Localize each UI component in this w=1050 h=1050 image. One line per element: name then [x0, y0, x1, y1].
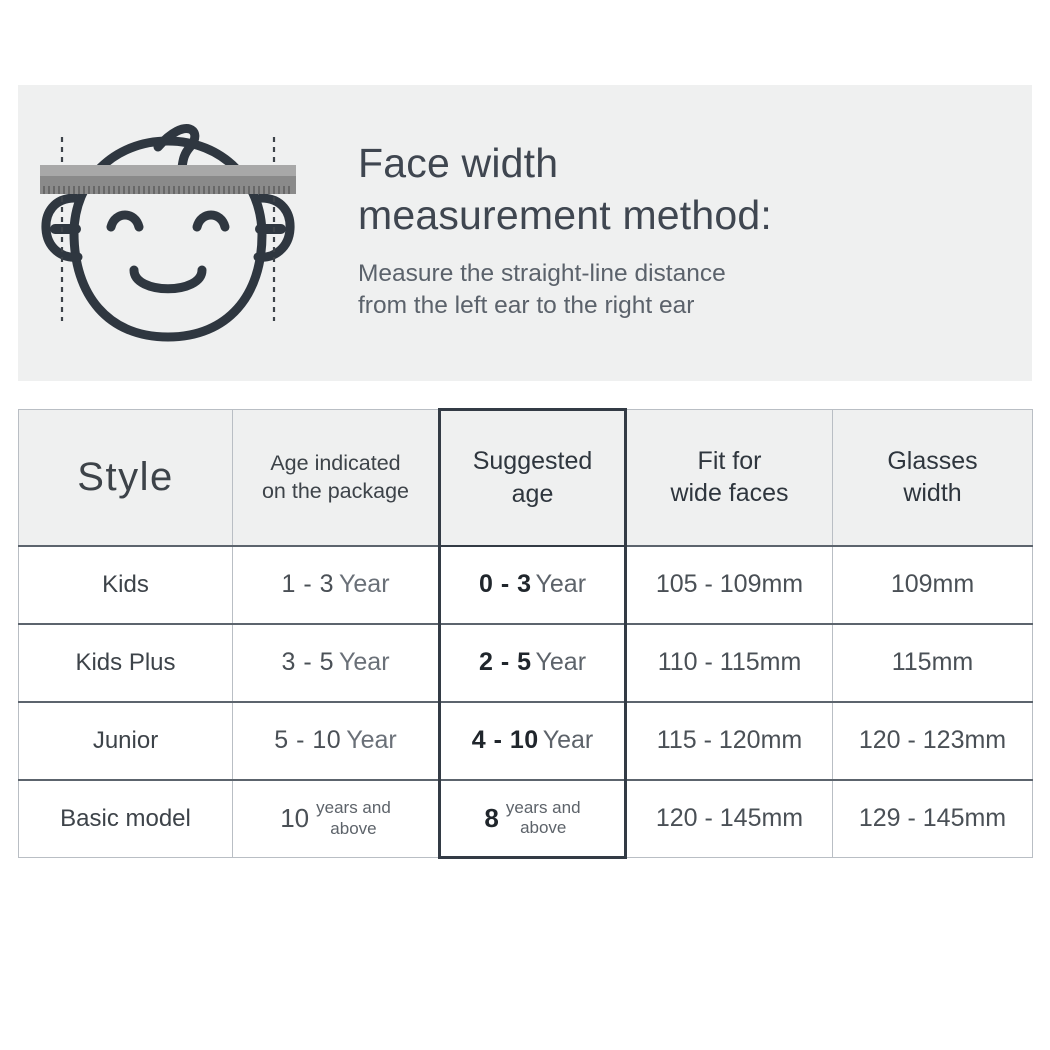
child-face-with-ruler-illustration	[18, 85, 348, 381]
header-age-on-package: Age indicated on the package	[232, 409, 440, 547]
cell-suggested-age: 4 - 10 Year	[438, 701, 627, 781]
table-row: Kids 1 - 3 Year 0 - 3 Year 105 - 109mm 109…	[18, 545, 1033, 625]
header-fit-for-wide-faces: Fit for wide faces	[625, 409, 833, 547]
header-glasses-width: Glasses width	[832, 409, 1033, 547]
cell-suggested-age: 8 years and above	[438, 779, 627, 859]
header-style: Style	[18, 409, 233, 547]
cell-glasses-width: 120 - 123mm	[832, 701, 1033, 781]
cell-glasses-width: 109mm	[832, 545, 1033, 625]
banner-text-block: Face width measurement method: Measure t…	[348, 137, 1032, 329]
cell-package-age: 3 - 5 Year	[232, 623, 440, 703]
face-width-banner: Face width measurement method: Measure t…	[18, 85, 1032, 381]
table-row: Junior 5 - 10 Year 4 - 10 Year 115 - 120mm…	[18, 701, 1033, 781]
cell-fit-wide-faces: 105 - 109mm	[625, 545, 833, 625]
cell-package-age: 1 - 3 Year	[232, 545, 440, 625]
cell-style: Junior	[18, 701, 233, 781]
cell-style: Basic model	[18, 779, 233, 858]
cell-glasses-width: 129 - 145mm	[832, 779, 1033, 858]
header-suggested-age: Suggested age	[438, 408, 627, 547]
banner-subtitle: Measure the straight-line distance from …	[358, 259, 726, 320]
cell-suggested-age: 2 - 5 Year	[438, 623, 627, 703]
cell-style: Kids Plus	[18, 623, 233, 703]
table-row: Kids Plus 3 - 5 Year 2 - 5 Year 110 - 115m…	[18, 623, 1033, 703]
cell-glasses-width: 115mm	[832, 623, 1033, 703]
cell-style: Kids	[18, 545, 233, 625]
cell-fit-wide-faces: 115 - 120mm	[625, 701, 833, 781]
size-chart-table: Style Age indicated on the package Sugge…	[18, 408, 1033, 859]
table-header-row: Style Age indicated on the package Sugge…	[18, 408, 1033, 547]
cell-fit-wide-faces: 120 - 145mm	[625, 779, 833, 858]
banner-title: Face width measurement method:	[358, 139, 773, 239]
ruler-graphic	[40, 165, 296, 194]
cell-package-age: 5 - 10 Year	[232, 701, 440, 781]
cell-suggested-age: 0 - 3 Year	[438, 545, 627, 625]
table-row: Basic model 10 years and above 8 years a…	[18, 779, 1033, 859]
cell-fit-wide-faces: 110 - 115mm	[625, 623, 833, 703]
cell-package-age: 10 years and above	[232, 779, 440, 858]
